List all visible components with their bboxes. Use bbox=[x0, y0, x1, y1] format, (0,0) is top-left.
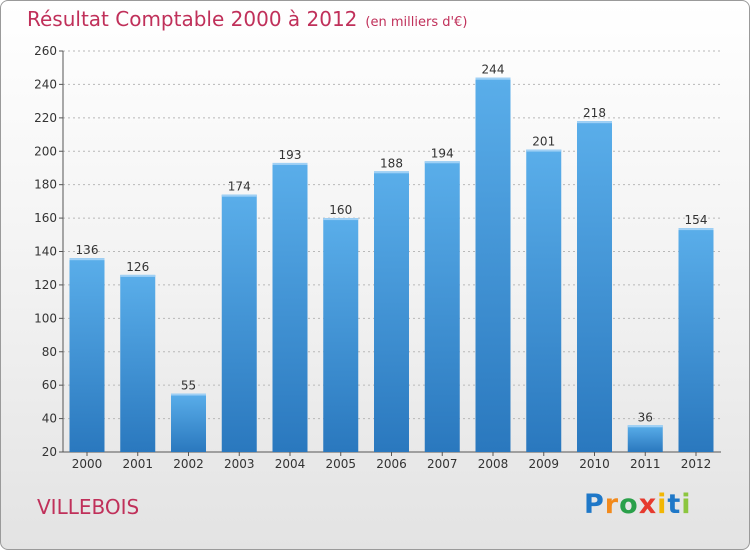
y-tick-label: 100 bbox=[34, 311, 57, 325]
x-tick-label: 2005 bbox=[325, 457, 356, 471]
bar-2012 bbox=[678, 228, 714, 452]
bar-top-highlight bbox=[627, 425, 663, 428]
bar-top-highlight bbox=[374, 171, 409, 174]
data-label: 160 bbox=[329, 203, 352, 217]
logo-letter: r bbox=[604, 489, 620, 520]
y-tick-label: 60 bbox=[42, 378, 57, 392]
bar-top-highlight bbox=[678, 228, 714, 231]
bar-2010 bbox=[577, 121, 612, 453]
logo-letter: o bbox=[619, 489, 639, 520]
y-tick-label: 240 bbox=[34, 77, 57, 91]
x-tick-label: 2012 bbox=[681, 457, 712, 471]
chart-title-text: Résultat Comptable 2000 à 2012 bbox=[27, 7, 358, 31]
bar-2008 bbox=[475, 77, 511, 452]
bar-2001 bbox=[120, 274, 156, 452]
bar-2006 bbox=[374, 171, 409, 453]
x-tick-label: 2011 bbox=[630, 457, 661, 471]
bar-top-highlight bbox=[526, 149, 562, 152]
logo-letter: i bbox=[681, 489, 692, 520]
y-tick-label: 160 bbox=[34, 211, 57, 225]
chart-title: Résultat Comptable 2000 à 2012 (en millie… bbox=[27, 7, 467, 31]
bar-top-highlight bbox=[171, 393, 206, 396]
bar-top-highlight bbox=[69, 258, 105, 261]
x-tick-label: 2002 bbox=[173, 457, 204, 471]
data-label: 201 bbox=[532, 135, 555, 149]
bar-top-highlight bbox=[120, 274, 156, 277]
bar-top-highlight bbox=[475, 77, 511, 80]
bar-2003 bbox=[221, 194, 257, 453]
y-tick-label: 120 bbox=[34, 278, 57, 292]
y-tick-label: 260 bbox=[34, 44, 57, 58]
chart-subtitle: (en milliers d'€) bbox=[365, 15, 468, 30]
data-label: 244 bbox=[482, 63, 505, 77]
bar-top-highlight bbox=[424, 161, 460, 164]
bar-top-highlight bbox=[272, 162, 308, 165]
data-label: 193 bbox=[279, 148, 302, 162]
y-tick-label: 180 bbox=[34, 178, 57, 192]
data-label: 218 bbox=[583, 106, 606, 120]
x-tick-label: 2004 bbox=[275, 457, 306, 471]
x-tick-label: 2009 bbox=[528, 457, 559, 471]
data-label: 188 bbox=[380, 156, 403, 170]
bar-2011 bbox=[627, 425, 663, 452]
proxiti-logo: Proxiti bbox=[584, 489, 692, 520]
data-label: 154 bbox=[685, 213, 708, 227]
data-label: 55 bbox=[181, 379, 196, 393]
y-tick-label: 40 bbox=[42, 412, 57, 426]
commune-name: VILLEBOIS bbox=[37, 495, 140, 519]
y-tick-label: 220 bbox=[34, 111, 57, 125]
bar-top-highlight bbox=[323, 218, 359, 221]
bar-2004 bbox=[272, 162, 308, 452]
data-label: 126 bbox=[126, 260, 149, 274]
bar-2002 bbox=[171, 393, 206, 452]
logo-letter: P bbox=[584, 489, 605, 520]
x-tick-label: 2003 bbox=[224, 457, 255, 471]
data-label: 174 bbox=[228, 180, 251, 194]
logo-letter: x bbox=[638, 489, 658, 520]
x-tick-label: 2007 bbox=[427, 457, 458, 471]
data-label: 194 bbox=[431, 146, 454, 160]
x-tick-label: 2001 bbox=[122, 457, 153, 471]
y-tick-label: 200 bbox=[34, 144, 57, 158]
bar-2007 bbox=[424, 161, 460, 452]
logo-letter: t bbox=[667, 489, 682, 520]
y-tick-label: 140 bbox=[34, 245, 57, 259]
logo-letter: i bbox=[657, 489, 668, 520]
data-label: 36 bbox=[638, 410, 653, 424]
bar-top-highlight bbox=[221, 194, 257, 197]
x-tick-label: 2006 bbox=[376, 457, 407, 471]
bar-2005 bbox=[323, 218, 359, 452]
bar-2009 bbox=[526, 149, 562, 452]
x-tick-label: 2000 bbox=[72, 457, 103, 471]
bar-2000 bbox=[69, 258, 105, 452]
bar-top-highlight bbox=[577, 121, 612, 124]
y-tick-label: 80 bbox=[42, 345, 57, 359]
data-label: 136 bbox=[76, 243, 99, 257]
x-tick-label: 2008 bbox=[478, 457, 509, 471]
y-tick-label: 20 bbox=[42, 445, 57, 459]
x-tick-label: 2010 bbox=[579, 457, 610, 471]
